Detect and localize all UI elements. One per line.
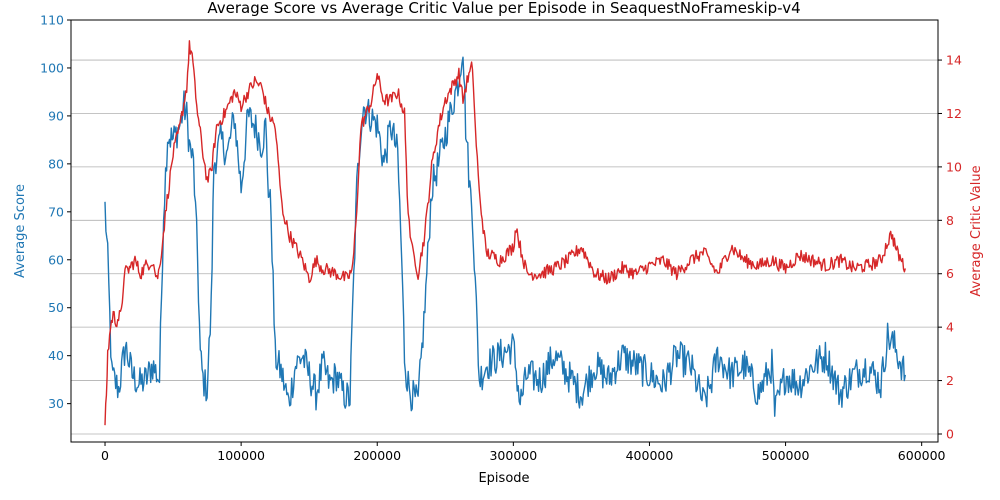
y-left-tick-label: 60 bbox=[48, 252, 64, 267]
x-axis: 0 100000 200000 300000 400000 500000 600000 bbox=[101, 442, 946, 463]
y-axis-right-title: Average Critic Value bbox=[969, 165, 984, 296]
y-left-tick-label: 40 bbox=[48, 348, 64, 363]
plot-frame bbox=[70, 19, 939, 443]
x-tick-label: 400000 bbox=[626, 448, 674, 463]
x-tick-label: 0 bbox=[101, 448, 109, 463]
y-right-tick-label: 8 bbox=[946, 213, 954, 228]
y-axis-left-title: Average Score bbox=[13, 184, 28, 278]
x-axis-title: Episode bbox=[478, 471, 529, 486]
y-right-tick-label: 10 bbox=[946, 159, 962, 174]
x-tick-label: 100000 bbox=[217, 448, 265, 463]
y-left-tick-label: 90 bbox=[48, 108, 64, 123]
y-left-tick-label: 100 bbox=[40, 60, 64, 75]
y-right-tick-label: 14 bbox=[946, 53, 962, 68]
series-line-critic bbox=[104, 40, 906, 426]
y-left-tick-label: 110 bbox=[40, 13, 64, 28]
x-tick-label: 200000 bbox=[353, 448, 401, 463]
y-right-tick-label: 4 bbox=[946, 320, 954, 335]
y-axis-left: 30 40 50 60 70 80 90 100 110 bbox=[40, 13, 71, 411]
y-left-tick-label: 50 bbox=[48, 300, 64, 315]
chart-title: Average Score vs Average Critic Value pe… bbox=[207, 0, 800, 17]
y-right-tick-label: 0 bbox=[946, 426, 954, 441]
y-left-tick-label: 30 bbox=[48, 396, 64, 411]
y-right-tick-label: 6 bbox=[946, 266, 954, 281]
series-line-score bbox=[104, 56, 906, 417]
x-tick-label: 300000 bbox=[489, 448, 537, 463]
x-tick-label: 600000 bbox=[898, 448, 946, 463]
y-right-tick-label: 2 bbox=[946, 373, 954, 388]
y-left-tick-label: 70 bbox=[48, 204, 64, 219]
y-axis-right: 0 2 4 6 8 10 12 14 bbox=[938, 53, 962, 441]
x-tick-label: 500000 bbox=[762, 448, 810, 463]
y-right-tick-label: 12 bbox=[946, 106, 962, 121]
series-layer bbox=[104, 40, 906, 426]
y-left-tick-label: 80 bbox=[48, 156, 64, 171]
